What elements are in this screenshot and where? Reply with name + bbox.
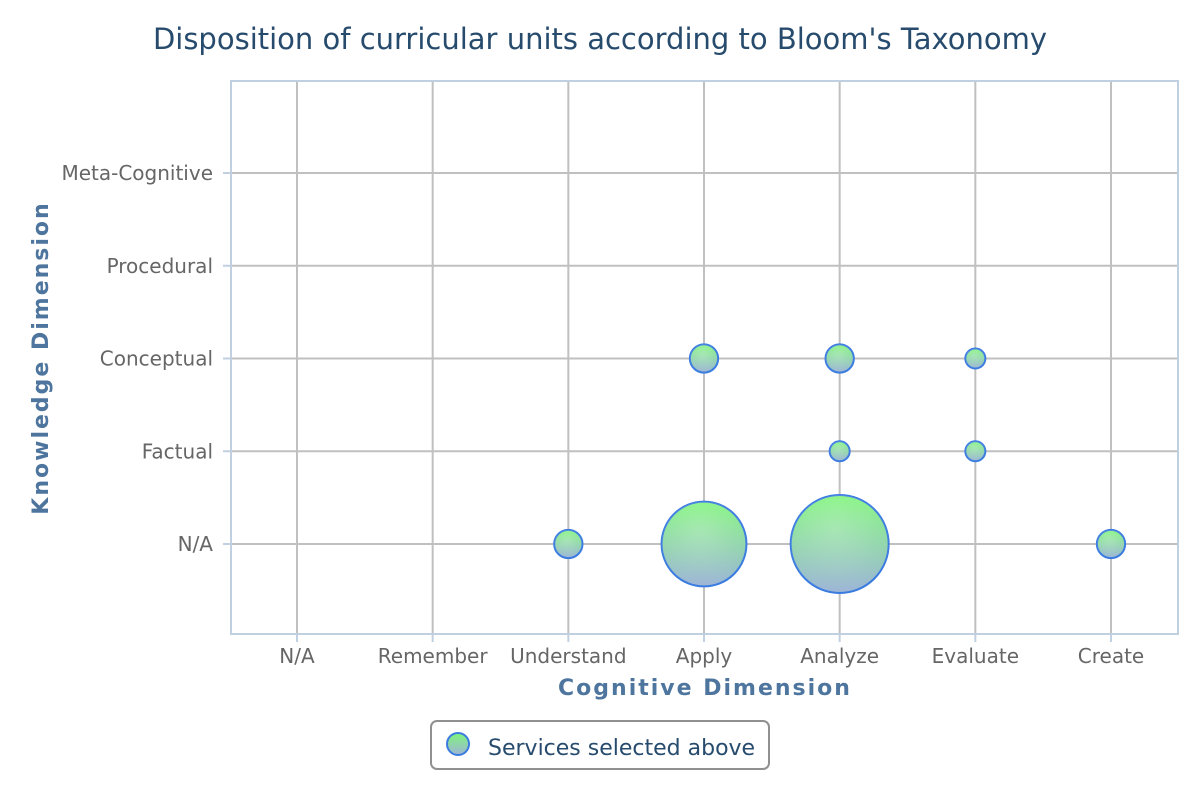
y-tick-label-meta-cognitive: Meta-Cognitive <box>61 161 213 185</box>
legend-bubble-icon <box>446 732 470 756</box>
y-tick-label-conceptual: Conceptual <box>100 347 213 371</box>
y-tick-label-procedural: Procedural <box>107 254 213 278</box>
y-tick-label-factual: Factual <box>142 439 213 463</box>
x-tick-label-understand: Understand <box>510 644 626 668</box>
bubble-understand-n-a[interactable] <box>553 528 584 560</box>
y-tick-label-n-a: N/A <box>178 532 214 556</box>
legend[interactable]: Services selected above <box>430 720 770 770</box>
legend-label: Services selected above <box>488 736 755 761</box>
bubble-create-n-a[interactable] <box>1095 528 1127 560</box>
bubble-apply-n-a[interactable] <box>660 500 748 588</box>
bubble-evaluate-conceptual[interactable] <box>964 347 987 370</box>
x-tick-label-evaluate: Evaluate <box>932 644 1019 668</box>
bubble-analyze-n-a[interactable] <box>789 494 890 594</box>
legend-box <box>430 720 770 770</box>
bubble-analyze-conceptual[interactable] <box>824 343 855 374</box>
x-tick-label-analyze: Analyze <box>800 644 879 668</box>
bubble-apply-conceptual[interactable] <box>688 343 720 374</box>
x-axis: N/A Remember Understand Apply Analyze Evaluat… <box>279 634 1144 668</box>
x-tick-label-n-a: N/A <box>279 644 315 668</box>
chart-title: Disposition of curricular units accordin… <box>153 22 1047 56</box>
bubble-analyze-factual[interactable] <box>828 440 851 463</box>
x-axis-title: Cognitive Dimension <box>558 676 852 701</box>
x-tick-label-apply: Apply <box>676 644 733 668</box>
bubble-evaluate-factual[interactable] <box>964 440 987 463</box>
x-tick-label-create: Create <box>1078 644 1144 668</box>
x-tick-label-remember: Remember <box>378 644 489 668</box>
y-axis-title: Knowledge Dimension <box>29 201 54 514</box>
y-axis: N/A Factual Conceptual Procedural Meta-Cogni… <box>61 161 231 556</box>
